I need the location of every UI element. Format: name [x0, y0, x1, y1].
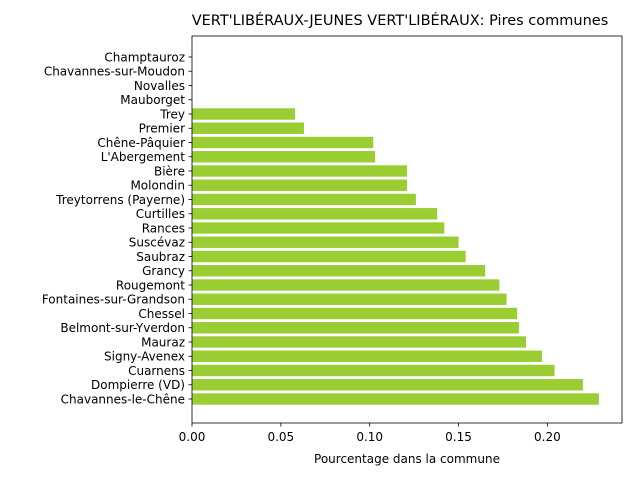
y-axis-ticks: ChamptaurozChavannes-sur-MoudonNovallesM… [42, 50, 192, 406]
y-tick-label: Rougemont [116, 278, 185, 292]
bar [192, 165, 407, 177]
x-tick-label: 0.15 [445, 430, 472, 444]
bar [192, 222, 445, 234]
bar [192, 151, 376, 163]
bar [192, 336, 527, 348]
y-tick-label: Treytorrens (Payerne) [55, 193, 185, 207]
y-tick-label: Premier [139, 122, 185, 136]
bar [192, 350, 543, 362]
y-tick-label: Mauraz [141, 335, 185, 349]
y-tick-label: Curtilles [136, 207, 185, 221]
y-tick-label: Novalles [134, 79, 185, 93]
bar [192, 393, 599, 405]
bar [192, 193, 416, 206]
plot-frame [191, 35, 623, 424]
x-tick-label: 0.20 [534, 430, 561, 444]
y-tick-label: L'Abergement [101, 150, 186, 164]
bar [192, 179, 407, 191]
y-tick-label: Mauborget [120, 93, 185, 107]
bar [192, 293, 507, 305]
x-axis-title: Pourcentage dans la commune [314, 452, 500, 466]
bar [192, 236, 459, 248]
y-tick-label: Belmont-sur-Yverdon [60, 321, 185, 335]
chart-title: VERT'LIBÉRAUX-JEUNES VERT'LIBÉRAUX: Pire… [192, 12, 609, 29]
y-tick-label: Dompierre (VD) [91, 378, 185, 392]
y-tick-label: Signy-Avenex [104, 350, 185, 364]
y-tick-label: Fontaines-sur-Grandson [42, 293, 185, 307]
y-tick-label: Trey [159, 107, 185, 121]
x-axis-ticks: 0.00 0.05 0.10 0.15 0.20 [179, 423, 561, 444]
y-tick-label: Suscévaz [129, 236, 185, 250]
bar [192, 322, 519, 334]
bar [192, 379, 583, 391]
bar [192, 208, 438, 220]
y-tick-label: Molondin [130, 179, 185, 193]
y-tick-label: Chavannes-sur-Moudon [44, 65, 185, 79]
bar [192, 307, 518, 320]
bar [192, 108, 296, 120]
bar [192, 364, 555, 377]
bar [192, 122, 304, 134]
x-tick-label: 0.05 [267, 430, 294, 444]
bar [192, 265, 486, 277]
y-tick-label: Saubraz [136, 250, 185, 264]
y-tick-label: Chavannes-le-Chêne [61, 392, 185, 406]
y-tick-label: Champtauroz [104, 50, 185, 64]
x-tick-label: 0.00 [179, 430, 206, 444]
bars-group [192, 108, 599, 405]
bar [192, 250, 466, 263]
y-tick-label: Chessel [138, 307, 185, 321]
y-tick-label: Chêne-Pâquier [97, 136, 185, 150]
bar [192, 279, 500, 291]
bar [192, 136, 374, 149]
y-tick-label: Rances [142, 221, 185, 235]
y-tick-label: Grancy [142, 264, 185, 278]
x-tick-label: 0.10 [356, 430, 383, 444]
y-tick-label: Cuarnens [128, 364, 185, 378]
y-tick-label: Bière [154, 164, 185, 178]
